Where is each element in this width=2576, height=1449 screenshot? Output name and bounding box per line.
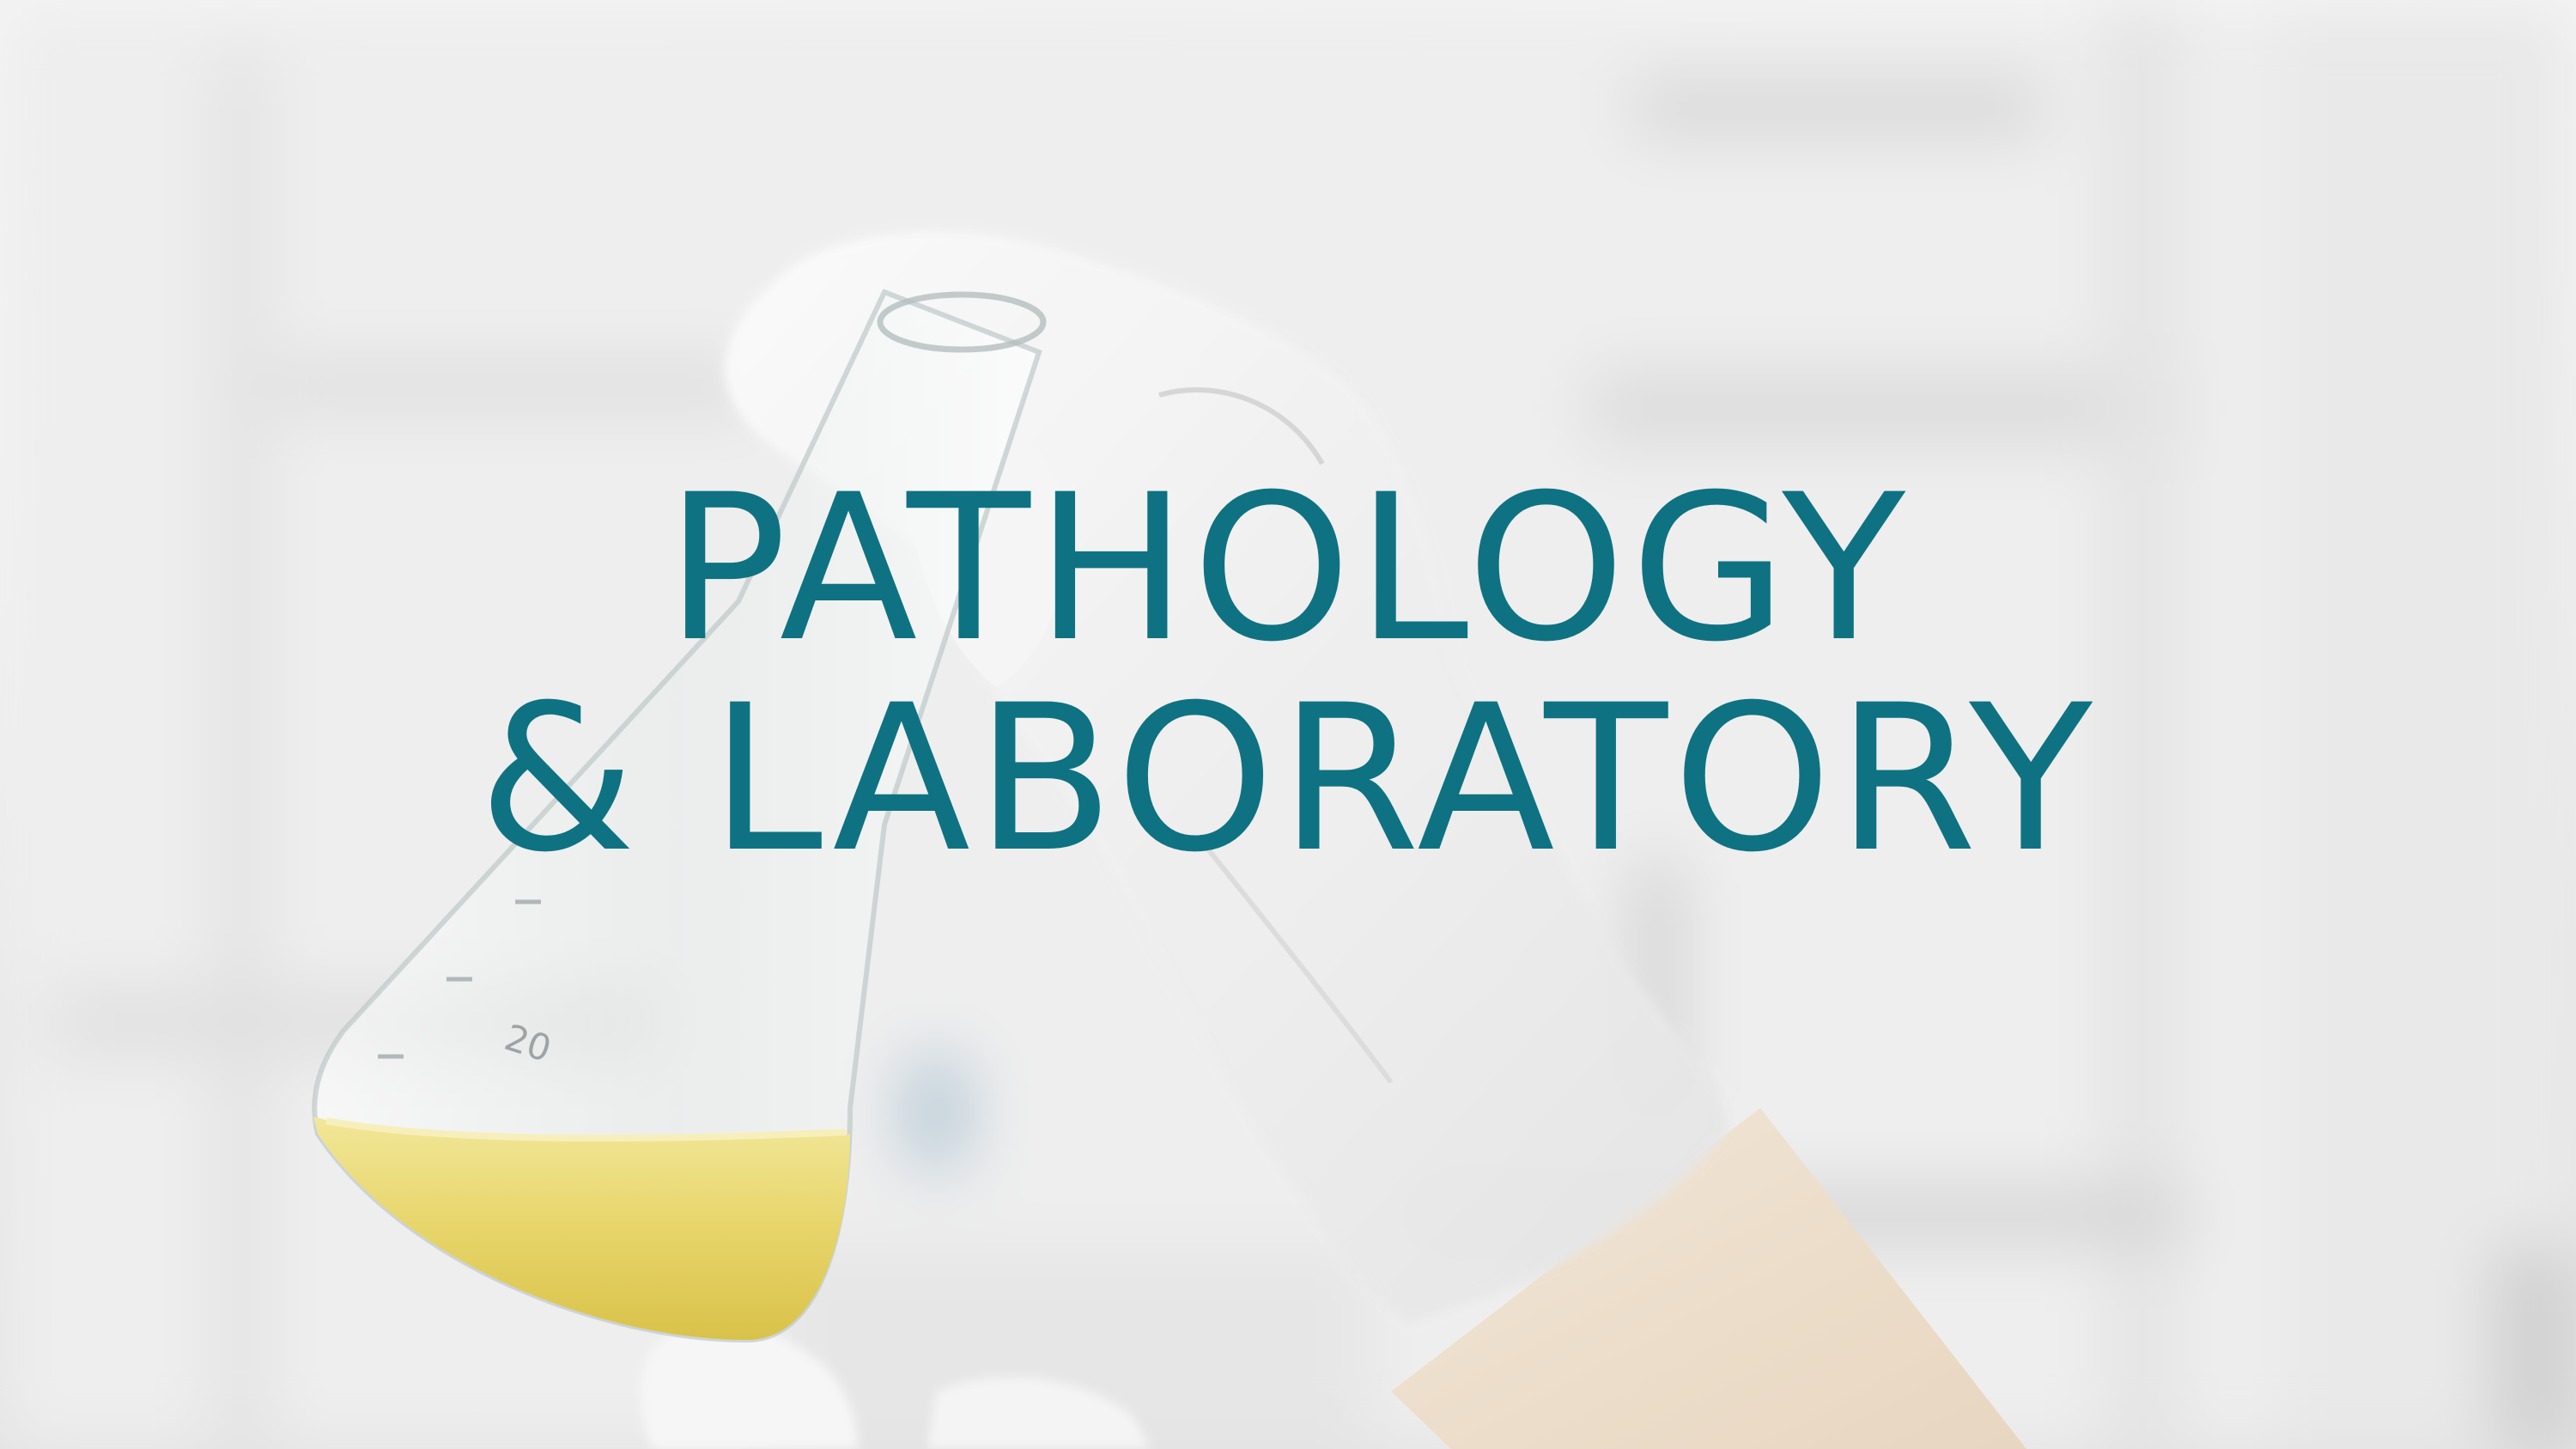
page-title-line-1: PATHOLOGY (665, 452, 1911, 686)
erlenmeyer-flask: 20 (312, 289, 1047, 1343)
page-title-line-2: & LABORATORY (478, 662, 2098, 897)
forearm (1391, 1108, 2026, 1449)
yellow-liquid (313, 1117, 850, 1340)
